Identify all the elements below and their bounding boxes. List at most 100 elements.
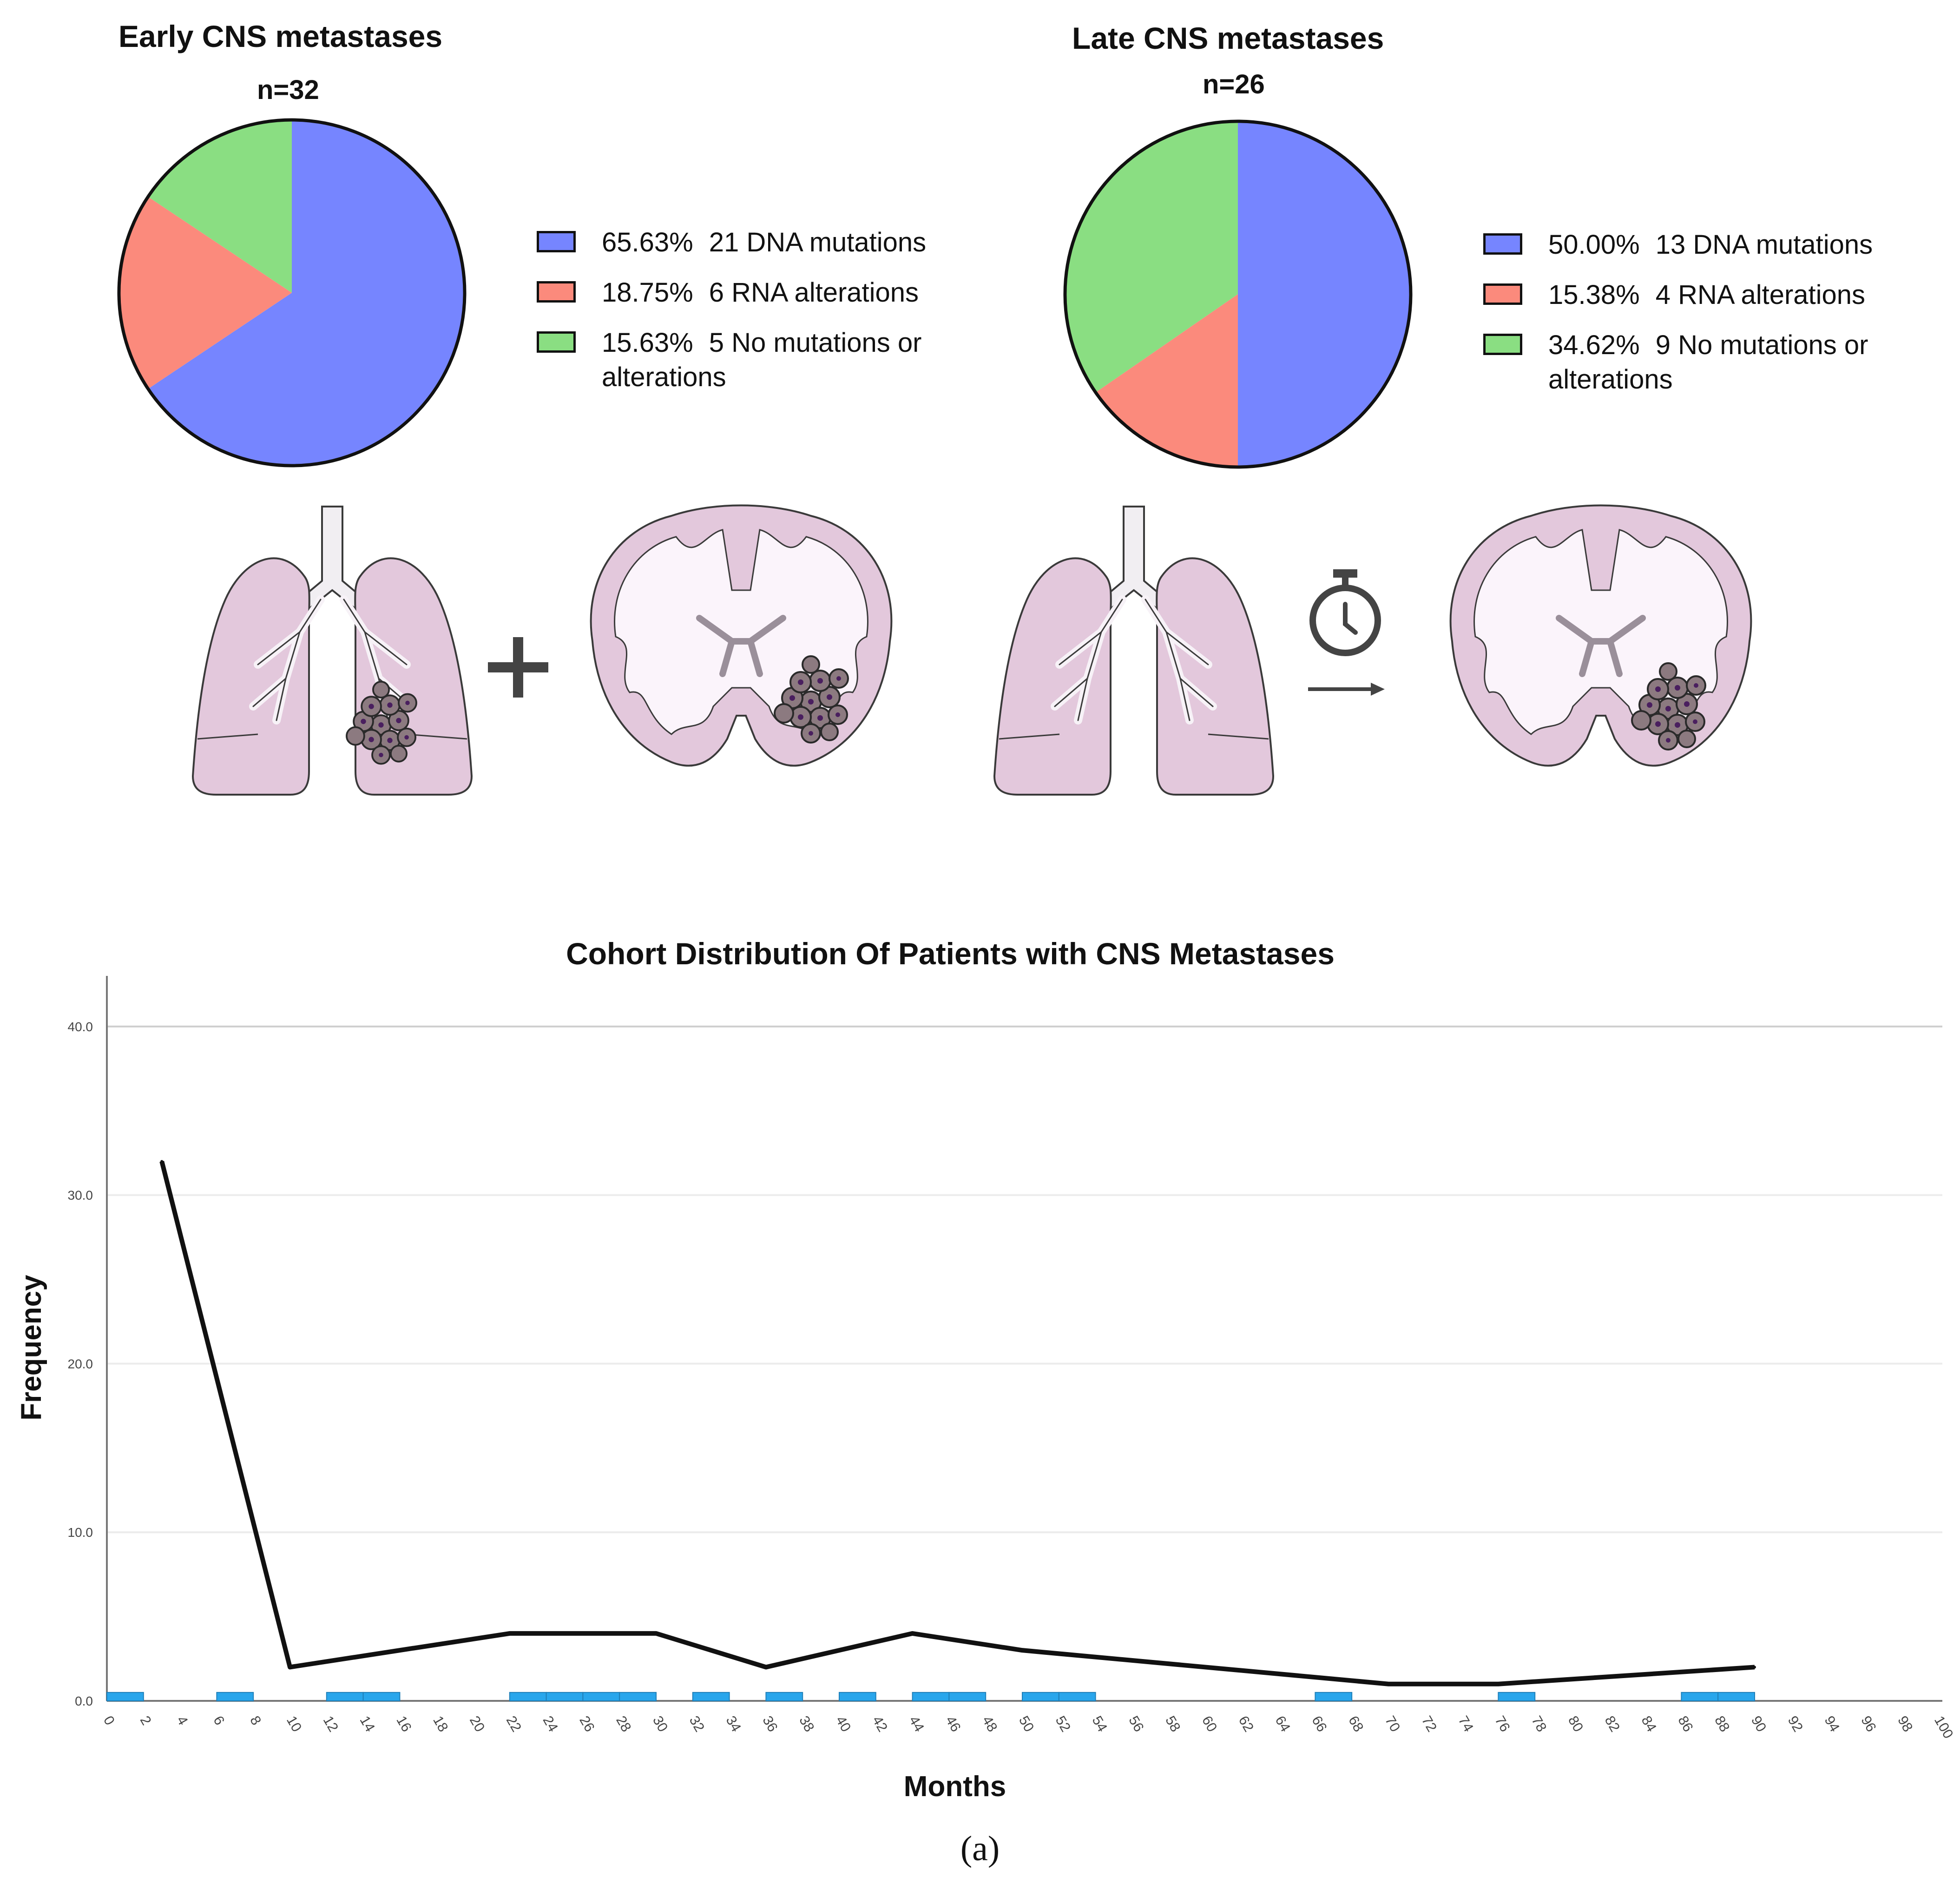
x-tick-label: 0 (100, 1713, 118, 1728)
pie-outline (117, 118, 467, 468)
plus-icon (488, 637, 548, 698)
x-tick-label: 24 (540, 1713, 561, 1734)
x-tick-label: 34 (723, 1713, 744, 1734)
x-tick-label: 36 (759, 1713, 780, 1734)
legend-item: 65.63% 21 DNA mutations (537, 225, 955, 260)
late-pie-title: Late CNS metastases (1072, 21, 1384, 55)
x-tick-label: 48 (979, 1713, 1000, 1734)
legend-item: 50.00% 13 DNA mutations (1483, 228, 1901, 262)
early-n-label: n=32 (257, 75, 319, 105)
legend-swatch (537, 331, 576, 353)
y-tick-label: 10.0 (68, 1525, 93, 1540)
month-marker-bar (509, 1692, 547, 1701)
x-tick-label: 72 (1419, 1713, 1440, 1734)
pie-slice-3 (148, 120, 292, 293)
pie-outline (1063, 119, 1413, 469)
late-lung-illustration (994, 507, 1273, 795)
legend-swatch (1483, 233, 1522, 255)
month-marker-bar (948, 1692, 987, 1701)
x-tick-label: 4 (174, 1713, 191, 1728)
early-brain-tumor-illustration (591, 506, 892, 766)
x-tick-label: 98 (1894, 1713, 1915, 1734)
x-tick-label: 86 (1675, 1713, 1696, 1734)
month-marker-bar (692, 1692, 730, 1701)
month-marker-bar (619, 1692, 657, 1701)
x-tick-label: 32 (686, 1713, 707, 1734)
x-tick-label: 28 (613, 1713, 634, 1734)
early-pie-chart (117, 118, 467, 468)
legend-percent: 15.63% (602, 328, 693, 358)
legend-text: 6 RNA alterations (709, 277, 919, 308)
frequency-line (159, 1160, 1755, 1686)
x-tick-label: 50 (1016, 1713, 1037, 1734)
month-marker-bar (1022, 1692, 1059, 1701)
x-tick-label: 20 (467, 1713, 487, 1734)
x-tick-label: 26 (576, 1713, 597, 1734)
legend-item: 15.38% 4 RNA alterations (1483, 278, 1901, 312)
legend-percent: 65.63% (602, 227, 693, 257)
x-tick-label: 84 (1638, 1713, 1659, 1734)
frequency-point (655, 1632, 658, 1635)
y-tick-label: 20.0 (68, 1357, 93, 1371)
late-brain-tumor-illustration (1451, 506, 1751, 766)
legend-item: 34.62% 9 No mutations or alterations (1483, 328, 1901, 397)
x-tick-label: 64 (1272, 1713, 1293, 1734)
x-tick-label: 82 (1602, 1713, 1623, 1734)
month-marker-bar (839, 1692, 876, 1701)
legend-percent: 50.00% (1548, 230, 1640, 260)
early-pie-title: Early CNS metastases (118, 19, 443, 53)
x-tick-label: 58 (1162, 1713, 1183, 1734)
month-marker-bar (1717, 1692, 1755, 1701)
legend-item: 18.75% 6 RNA alterations (537, 276, 955, 310)
month-marker-bar (912, 1692, 950, 1701)
x-tick-label: 94 (1822, 1713, 1842, 1734)
month-marker-bar (582, 1692, 620, 1701)
legend-text: 4 RNA alterations (1655, 280, 1866, 310)
legend-swatch (537, 281, 576, 303)
late-pie-chart (1063, 119, 1413, 469)
pie-slice-2 (1095, 294, 1238, 467)
x-tick-label: 62 (1236, 1713, 1256, 1734)
frequency-point (160, 1160, 164, 1163)
x-tick-label: 68 (1345, 1713, 1366, 1734)
x-tick-label: 40 (833, 1713, 854, 1734)
legend-percent: 34.62% (1548, 330, 1640, 360)
x-tick-label: 76 (1492, 1713, 1513, 1734)
cohort-line-chart: Cohort Distribution Of Patients with CNS… (15, 936, 1956, 1803)
x-tick-label: 78 (1528, 1713, 1549, 1734)
x-axis-label: Months (904, 1771, 1006, 1803)
x-tick-label: 90 (1748, 1713, 1769, 1734)
x-tick-label: 30 (650, 1713, 671, 1734)
legend-percent: 18.75% (602, 277, 693, 308)
y-tick-label: 0.0 (75, 1694, 93, 1708)
frequency-point (289, 1666, 291, 1669)
frequency-point (764, 1666, 768, 1669)
month-marker-bar (546, 1692, 584, 1701)
x-tick-label: 8 (247, 1713, 264, 1728)
y-tick-label: 30.0 (68, 1188, 93, 1203)
month-marker-bar (106, 1692, 144, 1701)
x-tick-label: 66 (1309, 1713, 1329, 1734)
x-tick-label: 88 (1711, 1713, 1732, 1734)
x-tick-label: 80 (1565, 1713, 1586, 1734)
pie-slice-1 (1238, 121, 1411, 467)
figure-caption: (a) (960, 1829, 1000, 1868)
x-tick-label: 2 (137, 1713, 154, 1728)
x-tick-label: 52 (1052, 1713, 1073, 1734)
month-marker-bar (765, 1692, 803, 1701)
late-pie-legend: 50.00% 13 DNA mutations 15.38% 4 RNA alter… (1483, 228, 1901, 413)
x-tick-label: 56 (1125, 1713, 1146, 1734)
late-n-label: n=26 (1203, 69, 1265, 99)
x-tick-label: 16 (393, 1713, 414, 1734)
x-tick-label: 22 (503, 1713, 524, 1734)
month-marker-bar (1681, 1692, 1719, 1701)
frequency-point (1753, 1666, 1756, 1669)
stopwatch-icon (1309, 569, 1381, 656)
x-tick-label: 42 (869, 1713, 890, 1734)
frequency-point (911, 1632, 914, 1635)
pie-slice-1 (148, 120, 465, 466)
y-axis-label: Frequency (15, 1275, 47, 1421)
x-tick-label: 46 (942, 1713, 963, 1734)
month-marker-bar (326, 1692, 364, 1701)
